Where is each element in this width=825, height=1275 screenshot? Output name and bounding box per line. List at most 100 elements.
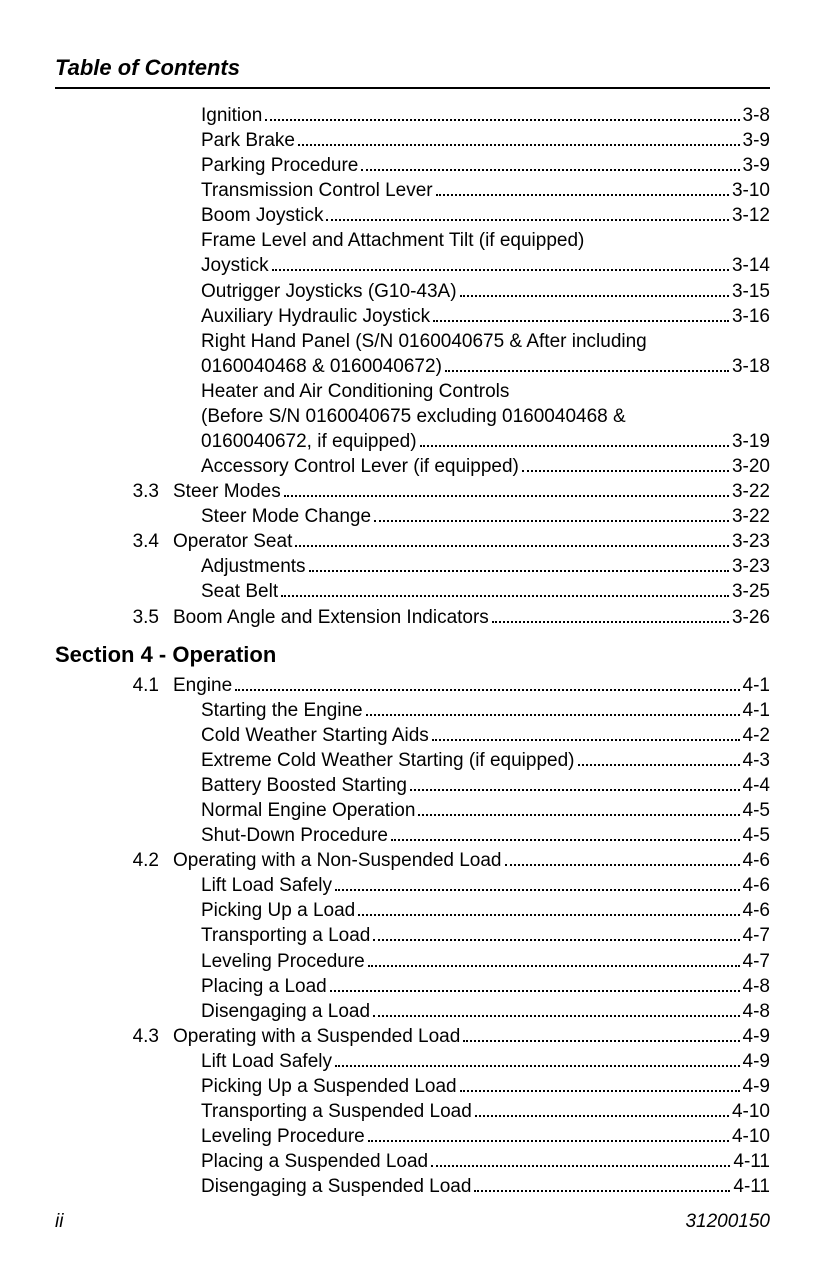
toc-entry-title: Outrigger Joysticks (G10-43A) xyxy=(173,279,457,304)
toc-entry-title: Auxiliary Hydraulic Joystick xyxy=(173,304,430,329)
toc-entry-title: Transmission Control Lever xyxy=(173,178,433,203)
toc-entry-page: 3-25 xyxy=(732,579,770,604)
toc-leader-dots xyxy=(578,764,740,766)
toc-entry-page: 4-8 xyxy=(743,974,770,999)
toc-entry-title: Transporting a Load xyxy=(173,923,370,948)
toc-entry-page: 3-9 xyxy=(743,153,770,178)
toc-entry-page: 3-16 xyxy=(732,304,770,329)
toc-entry: 4.2Operating with a Non-Suspended Load 4… xyxy=(55,848,770,873)
toc-entry: Starting the Engine 4-1 xyxy=(55,698,770,723)
toc-entry-title: Transporting a Suspended Load xyxy=(173,1099,472,1124)
toc-leader-dots xyxy=(265,119,739,121)
toc-entry-title: Steer Modes xyxy=(173,479,281,504)
toc-entry-page: 4-6 xyxy=(743,873,770,898)
toc-entry-title: Placing a Load xyxy=(173,974,327,999)
toc-entry-page: 3-23 xyxy=(732,529,770,554)
toc-leader-dots xyxy=(445,370,729,372)
toc-entry: Picking Up a Suspended Load 4-9 xyxy=(55,1074,770,1099)
toc-entry-title: Joystick xyxy=(201,253,269,278)
toc-entry-page: 3-12 xyxy=(732,203,770,228)
toc-leader-dots xyxy=(335,1065,740,1067)
toc-entry-page: 4-10 xyxy=(732,1099,770,1124)
toc-leader-dots xyxy=(433,320,729,322)
toc-entry: Steer Mode Change 3-22 xyxy=(55,504,770,529)
toc-entry-title: Steer Mode Change xyxy=(173,504,371,529)
toc-leader-dots xyxy=(432,739,740,741)
toc-leader-dots xyxy=(330,990,740,992)
toc-entry: Extreme Cold Weather Starting (if equipp… xyxy=(55,748,770,773)
toc-entry-page: 4-1 xyxy=(743,673,770,698)
toc-entry: 3.4Operator Seat 3-23 xyxy=(55,529,770,554)
toc-entry: Lift Load Safely 4-9 xyxy=(55,1049,770,1074)
toc-entry: Transmission Control Lever 3-10 xyxy=(55,178,770,203)
toc-leader-dots xyxy=(460,295,729,297)
toc-entry: Battery Boosted Starting 4-4 xyxy=(55,773,770,798)
toc-entry: 0160040672, if equipped) 3-19 xyxy=(55,429,770,454)
toc-entry-title: Park Brake xyxy=(173,128,295,153)
toc-entry-number: 3.5 xyxy=(55,605,173,630)
section-heading-text: Section 4 - Operation xyxy=(55,640,276,669)
toc-entry: Disengaging a Load 4-8 xyxy=(55,999,770,1024)
toc-leader-dots xyxy=(474,1190,730,1192)
toc-leader-dots xyxy=(326,219,728,221)
toc-entry-line: Heater and Air Conditioning Controls xyxy=(55,379,770,404)
toc-entry-number: 4.1 xyxy=(55,673,173,698)
toc-entry: Auxiliary Hydraulic Joystick 3-16 xyxy=(55,304,770,329)
toc-leader-dots xyxy=(410,789,740,791)
toc-entry: Accessory Control Lever (if equipped) 3-… xyxy=(55,454,770,479)
toc-entry: Park Brake 3-9 xyxy=(55,128,770,153)
toc-entry: Placing a Suspended Load 4-11 xyxy=(55,1149,770,1174)
toc-entry-page: 3-22 xyxy=(732,504,770,529)
toc-entry-title: Extreme Cold Weather Starting (if equipp… xyxy=(173,748,575,773)
toc-leader-dots xyxy=(505,864,740,866)
toc-entry: Placing a Load 4-8 xyxy=(55,974,770,999)
toc-entry: Transporting a Load 4-7 xyxy=(55,923,770,948)
toc-entry-title: Accessory Control Lever (if equipped) xyxy=(173,454,519,479)
toc-entry-page: 4-8 xyxy=(743,999,770,1024)
toc-entry-title: Starting the Engine xyxy=(173,698,363,723)
toc-entry-title: Boom Joystick xyxy=(173,203,323,228)
toc-entry: Parking Procedure 3-9 xyxy=(55,153,770,178)
toc-entry-page: 4-1 xyxy=(743,698,770,723)
toc-entry-page: 3-15 xyxy=(732,279,770,304)
toc-entry: 3.5Boom Angle and Extension Indicators 3… xyxy=(55,605,770,630)
toc-entry-title: Operating with a Suspended Load xyxy=(173,1024,460,1049)
toc-entry: Lift Load Safely 4-6 xyxy=(55,873,770,898)
toc-entry-line: Frame Level and Attachment Tilt (if equi… xyxy=(55,228,770,253)
toc-leader-dots xyxy=(373,939,739,941)
toc-entry: Disengaging a Suspended Load 4-11 xyxy=(55,1174,770,1199)
toc-entry: Cold Weather Starting Aids 4-2 xyxy=(55,723,770,748)
toc-leader-dots xyxy=(368,965,740,967)
toc-leader-dots xyxy=(368,1140,729,1142)
toc-leader-dots xyxy=(295,545,729,547)
toc-entry-line: Right Hand Panel (S/N 0160040675 & After… xyxy=(55,329,770,354)
toc-entry-page: 4-2 xyxy=(743,723,770,748)
toc-entry-title: Lift Load Safely xyxy=(173,873,332,898)
toc-entry-page: 4-11 xyxy=(733,1174,770,1199)
toc-entry-number: 4.3 xyxy=(55,1024,173,1049)
toc-leader-dots xyxy=(436,194,729,196)
toc-entry-page: 4-6 xyxy=(743,848,770,873)
toc-entry-title: Shut-Down Procedure xyxy=(173,823,388,848)
toc-entry-page: 3-14 xyxy=(732,253,770,278)
page-footer: ii 31200150 xyxy=(55,1211,770,1233)
toc-entry-page: 4-7 xyxy=(743,923,770,948)
toc-leader-dots xyxy=(492,621,729,623)
toc-entry-title: Disengaging a Load xyxy=(173,999,370,1024)
toc-entry-title: Engine xyxy=(173,673,232,698)
toc-entry: Ignition 3-8 xyxy=(55,103,770,128)
toc-entry-page: 3-19 xyxy=(732,429,770,454)
toc-entry: Boom Joystick 3-12 xyxy=(55,203,770,228)
toc-entry-number: 4.2 xyxy=(55,848,173,873)
toc-entry-title: Normal Engine Operation xyxy=(173,798,415,823)
toc-entry-page: 4-6 xyxy=(743,898,770,923)
toc-leader-dots xyxy=(374,520,729,522)
toc-entry-page: 3-8 xyxy=(743,103,770,128)
toc-entry: Joystick 3-14 xyxy=(55,253,770,278)
toc-entry: Outrigger Joysticks (G10-43A) 3-15 xyxy=(55,279,770,304)
toc-entry-title: Cold Weather Starting Aids xyxy=(173,723,429,748)
footer-doc-number: 31200150 xyxy=(685,1211,770,1233)
toc-leader-dots xyxy=(366,714,740,716)
toc-entry: Seat Belt 3-25 xyxy=(55,579,770,604)
toc-leader-dots xyxy=(420,445,729,447)
